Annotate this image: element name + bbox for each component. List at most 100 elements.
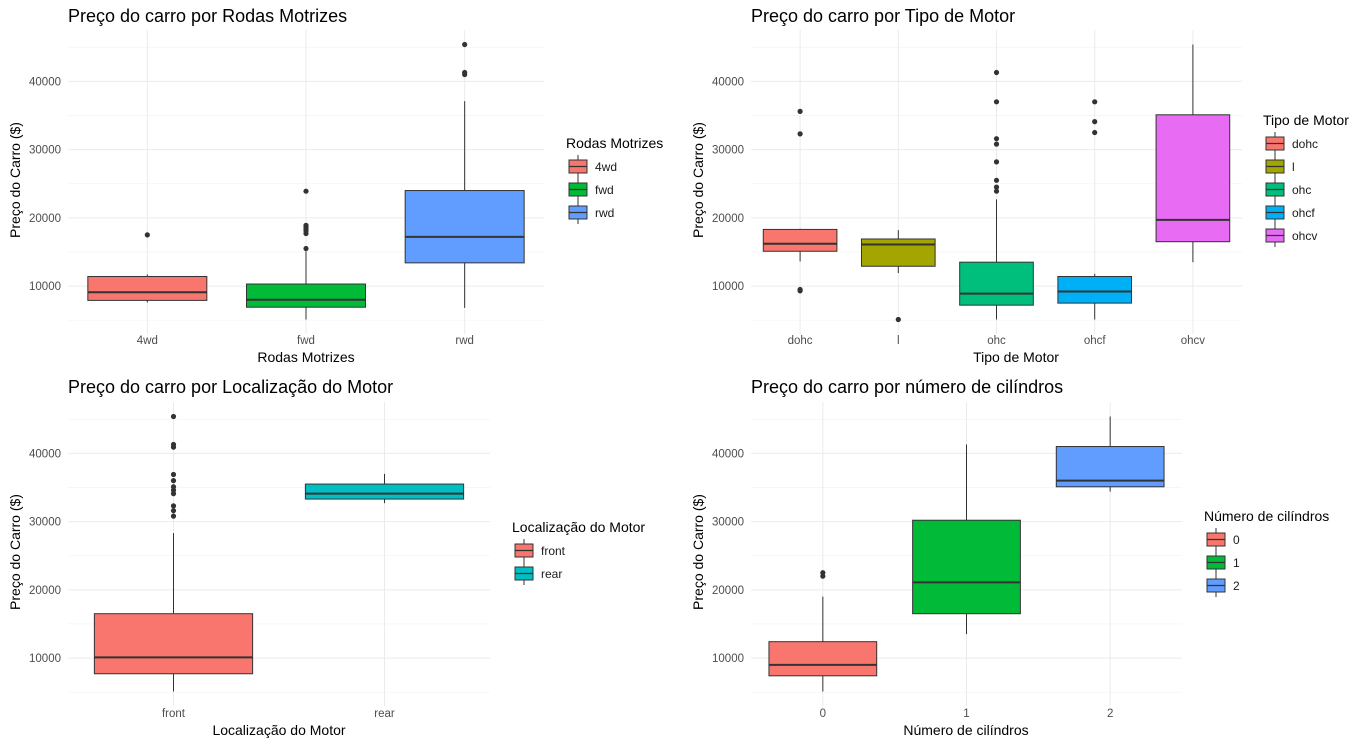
y-axis-label: Preço do Carro ($)	[690, 122, 706, 238]
outlier-point	[797, 108, 803, 114]
outlier-point	[170, 478, 177, 484]
outlier-point	[303, 222, 309, 228]
plot-area: 10000 20000 30000 40000 4wd fwd rwd	[29, 30, 544, 347]
x-tick-label: ohc	[987, 335, 1006, 347]
y-tick-label: 30000	[29, 145, 61, 157]
legend-title: Localização do Motor	[512, 519, 645, 535]
outlier-point	[797, 131, 803, 137]
box-front	[93, 613, 254, 675]
plot-area: 10000 20000 30000 40000 dohc l ohc ohcf ohcv	[712, 30, 1242, 347]
box-ohcf	[1057, 276, 1133, 304]
outlier-point	[895, 316, 901, 323]
outlier-point	[170, 503, 177, 509]
legend-label: 4wd	[595, 160, 617, 174]
outlier-point	[993, 184, 1000, 190]
y-tick-label: 20000	[29, 213, 61, 225]
outlier-point	[170, 484, 177, 490]
plot-area: 10000 20000 30000 40000 front rear	[29, 402, 490, 720]
box-0	[768, 641, 878, 677]
panel-numero-de-cilindros: Preço do carro por número de cilíndros 1…	[690, 377, 1329, 738]
legend-title: Tipo de Motor	[1263, 112, 1349, 128]
y-tick-label: 10000	[29, 653, 61, 665]
x-tick-label: ohcf	[1084, 335, 1107, 347]
y-tick-label: 10000	[712, 281, 744, 293]
y-tick-label: 40000	[29, 76, 61, 88]
y-tick-label: 30000	[712, 517, 744, 529]
box-4wd	[87, 276, 208, 301]
legend: 0 1 2	[1206, 528, 1240, 597]
x-tick-label: 4wd	[137, 335, 158, 347]
x-tick-label: fwd	[297, 335, 315, 347]
legend-label: front	[541, 544, 566, 558]
panel-title: Preço do carro por Localização do Motor	[68, 377, 393, 397]
box-1	[912, 519, 1021, 615]
x-tick-label: dohc	[788, 335, 813, 347]
panel-title: Preço do carro por Tipo de Motor	[751, 6, 1015, 26]
legend-label: ohc	[1292, 183, 1311, 197]
panel-tipo-de-motor: Preço do carro por Tipo de Motor 10000 20…	[690, 6, 1349, 365]
outlier-point	[1092, 129, 1098, 136]
y-axis-label: Preço do Carro ($)	[7, 494, 23, 610]
legend-title: Número de cilíndros	[1204, 508, 1329, 524]
x-tick-label: l	[897, 335, 900, 347]
legend: 4wd fwd rwd	[568, 155, 617, 224]
panel-localizacao-do-motor: Preço do carro por Localização do Motor …	[7, 377, 645, 738]
outlier-point	[797, 286, 803, 293]
legend: dohc l ohc ohcf ohcv	[1265, 132, 1318, 247]
x-tick-label: front	[162, 708, 186, 720]
legend-label: ohcf	[1292, 206, 1315, 220]
x-axis-label: Tipo de Motor	[973, 349, 1059, 365]
y-tick-label: 10000	[29, 281, 61, 293]
outlier-point	[993, 159, 1000, 165]
legend-label: dohc	[1292, 137, 1318, 151]
y-axis-label: Preço do Carro ($)	[690, 494, 706, 610]
outlier-point	[1092, 119, 1098, 125]
legend-label: rear	[541, 567, 562, 581]
y-tick-label: 30000	[29, 517, 61, 529]
y-tick-label: 10000	[712, 653, 744, 665]
y-tick-label: 40000	[712, 448, 744, 460]
x-tick-label: 1	[963, 708, 969, 720]
outlier-point	[993, 136, 1000, 142]
outlier-point	[144, 232, 150, 238]
outlier-point	[993, 188, 1000, 194]
x-tick-label: 2	[1107, 708, 1113, 720]
x-axis-label: Localização do Motor	[212, 722, 345, 738]
outlier-point	[462, 41, 468, 48]
y-tick-label: 20000	[29, 585, 61, 597]
legend-label: ohcv	[1292, 229, 1317, 243]
outlier-point	[993, 99, 1000, 105]
y-tick-label: 20000	[712, 213, 744, 225]
plot-area: 10000 20000 30000 40000 0 1 2	[712, 402, 1182, 720]
legend-label: fwd	[595, 183, 614, 197]
legend-title: Rodas Motrizes	[566, 135, 663, 151]
outlier-point	[993, 69, 1000, 76]
outlier-point	[170, 413, 177, 420]
panel-title: Preço do carro por Rodas Motrizes	[68, 6, 347, 26]
outlier-point	[820, 570, 826, 576]
outlier-point	[462, 69, 468, 76]
box-ohcv	[1155, 114, 1231, 243]
y-tick-label: 20000	[712, 585, 744, 597]
legend-label: rwd	[595, 206, 614, 220]
panel-title: Preço do carro por número de cilíndros	[751, 377, 1063, 397]
outlier-point	[170, 471, 177, 478]
legend-label: 2	[1233, 579, 1240, 593]
y-axis-label: Preço do Carro ($)	[7, 122, 23, 238]
outlier-point	[1092, 99, 1098, 105]
outlier-point	[303, 245, 309, 252]
panel-rodas-motrizes: Preço do carro por Rodas Motrizes 10000 2…	[7, 6, 663, 365]
legend-label: 1	[1233, 556, 1240, 570]
x-axis-label: Número de cilíndros	[903, 722, 1028, 738]
outlier-point	[170, 513, 177, 519]
x-tick-label: 0	[820, 708, 826, 720]
y-tick-label: 40000	[712, 76, 744, 88]
x-tick-label: rear	[374, 708, 395, 720]
box-dohc	[762, 228, 838, 252]
box-rwd	[404, 190, 525, 264]
outlier-point	[170, 508, 177, 514]
box-ohc	[959, 261, 1034, 306]
x-axis-label: Rodas Motrizes	[257, 349, 354, 365]
outlier-point	[170, 441, 177, 448]
